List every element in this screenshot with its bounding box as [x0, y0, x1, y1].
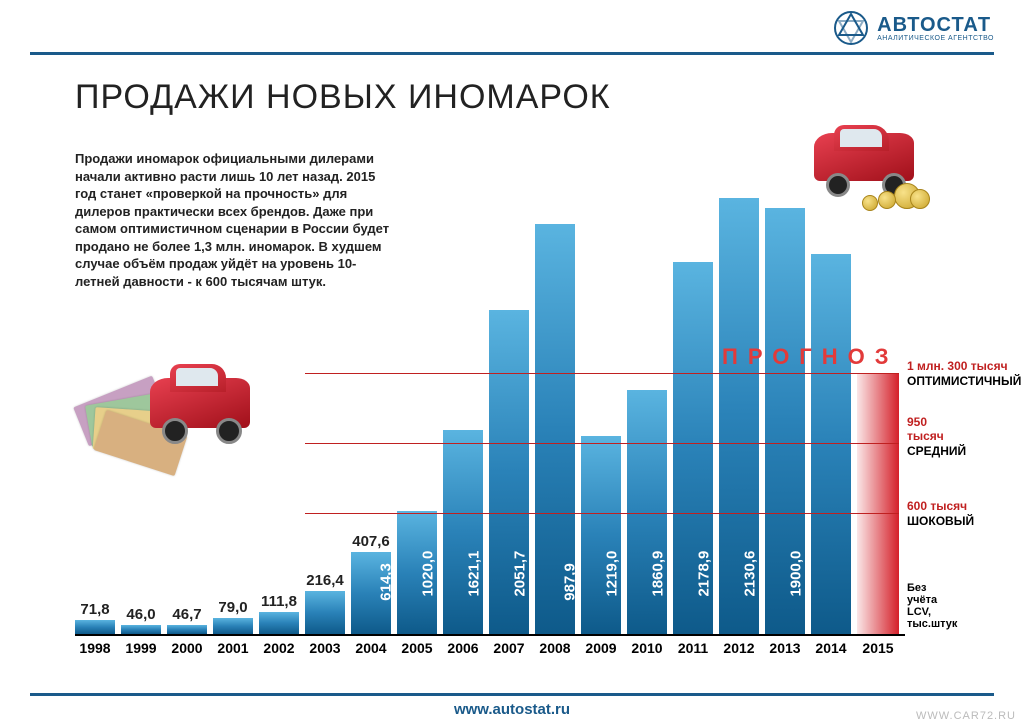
bar-value-label: 71,8 [80, 601, 109, 620]
forecast-title: ПРОГНОЗ [722, 344, 899, 370]
x-axis-year: 2013 [769, 640, 800, 656]
x-axis-year: 2005 [401, 640, 432, 656]
x-axis-year: 2004 [355, 640, 386, 656]
x-axis-year: 2009 [585, 640, 616, 656]
bar-value-label: 1900,0 [788, 551, 805, 597]
x-axis-year: 2010 [631, 640, 662, 656]
bar-value-label: 1860,9 [650, 551, 667, 597]
scenario-reference-line [305, 373, 899, 374]
bar-value-label: 2130,6 [742, 551, 759, 597]
top-divider [30, 52, 994, 55]
x-axis-year: 2002 [263, 640, 294, 656]
bar-value-label: 2178,9 [696, 551, 713, 597]
bar-value-label: 1020,0 [420, 551, 437, 597]
x-axis-line [75, 634, 905, 636]
scenario-reference-line [305, 443, 899, 444]
x-axis-year: 2006 [447, 640, 478, 656]
scenario-label: 950 тысячСРЕДНИЙ [907, 415, 966, 458]
x-axis-year: 2012 [723, 640, 754, 656]
bar-value-label: 79,0 [218, 599, 247, 618]
x-axis-year: 2014 [815, 640, 846, 656]
x-axis-year: 2000 [171, 640, 202, 656]
bar-2001: 79,02001 [213, 618, 253, 634]
bar-2014: 1900,02014 [811, 254, 851, 634]
bar-2002: 111,82002 [259, 612, 299, 634]
bar-2006: 1020,02006 [443, 430, 483, 634]
sales-bar-chart: 71,8199846,0199946,7200079,02001111,8200… [75, 160, 955, 660]
scenario-reference-line [305, 513, 899, 514]
bar-value-label: 111,8 [261, 593, 297, 612]
x-axis-year: 2001 [217, 640, 248, 656]
x-axis-year: 1999 [125, 640, 156, 656]
watermark: WWW.CAR72.RU [916, 710, 1016, 722]
bar-value-label: 1219,0 [604, 551, 621, 597]
bar-value-label: 2051,7 [512, 551, 529, 597]
bar-value-label: 614,3 [378, 563, 395, 601]
bar-value-label: 46,7 [172, 606, 201, 625]
logo-block: АВТОСТАТ АНАЛИТИЧЕСКОЕ АГЕНТСТВО [833, 10, 994, 46]
bar-2009: 987,92009 [581, 436, 621, 634]
x-axis-year: 2007 [493, 640, 524, 656]
x-axis-year: 2008 [539, 640, 570, 656]
forecast-bar: 2015 [857, 374, 899, 634]
bar-value-label: 46,0 [126, 606, 155, 625]
x-axis-year: 1998 [79, 640, 110, 656]
x-axis-year: 2015 [862, 640, 893, 656]
logo-subline: АНАЛИТИЧЕСКОЕ АГЕНТСТВО [877, 35, 994, 42]
bar-1999: 46,01999 [121, 625, 161, 634]
x-axis-year: 2003 [309, 640, 340, 656]
logo-text-block: АВТОСТАТ АНАЛИТИЧЕСКОЕ АГЕНТСТВО [877, 15, 994, 42]
logo-brand: АВТОСТАТ [877, 15, 994, 35]
bar-value-label: 216,4 [306, 572, 344, 591]
logo-icon [833, 10, 869, 46]
chart-footnote: Без учёта LCV, тыс.штук [907, 582, 957, 630]
footer-divider [30, 693, 994, 696]
scenario-label: 1 млн. 300 тысячОПТИМИСТИЧНЫЙ [907, 359, 1021, 388]
bar-2003: 216,42003 [305, 591, 345, 634]
bar-value-label: 987,9 [562, 563, 579, 601]
page: АВТОСТАТ АНАЛИТИЧЕСКОЕ АГЕНТСТВО ПРОДАЖИ… [0, 0, 1024, 726]
bar-value-label: 407,6 [352, 533, 390, 552]
bar-1998: 71,81998 [75, 620, 115, 634]
scenario-label: 600 тысячШОКОВЫЙ [907, 499, 974, 528]
x-axis-year: 2011 [678, 640, 708, 656]
footer-url: www.autostat.ru [0, 701, 1024, 718]
bar-2000: 46,72000 [167, 625, 207, 634]
bar-value-label: 1621,1 [466, 551, 483, 597]
page-title: ПРОДАЖИ НОВЫХ ИНОМАРОК [75, 78, 611, 117]
